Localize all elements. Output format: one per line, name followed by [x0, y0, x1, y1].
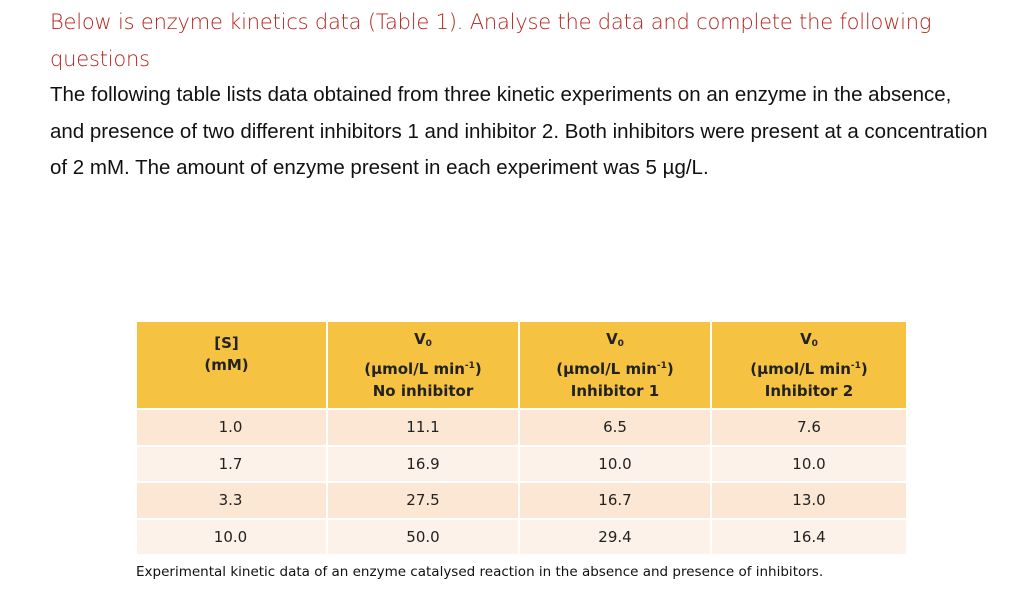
- column-header-inhibitor-2: V0 (µmol/L min-1) Inhibitor 2: [711, 322, 906, 409]
- question-heading: Below is enzyme kinetics data (Table 1).…: [50, 10, 932, 71]
- header-line3: Inhibitor 1: [570, 382, 660, 400]
- header-subscript: 0: [617, 339, 624, 349]
- cell-value: 1.0: [218, 418, 243, 437]
- table-cell: 16.9: [327, 444, 520, 482]
- cell-value: 3.3: [218, 491, 243, 510]
- header-line1: [S]: [214, 334, 239, 352]
- table-cell: 6.5: [519, 408, 712, 446]
- kinetics-table: [S] (mM) V0 (µmol/L min-1) No inhibitor …: [137, 322, 906, 554]
- table-cell: 13.0: [711, 481, 906, 519]
- header-line3: [224, 378, 229, 396]
- table-row: 10.0 50.0 29.4 16.4: [137, 517, 906, 554]
- table-cell: 7.6: [711, 408, 906, 446]
- table-cell-substrate: 10.0: [137, 517, 328, 554]
- header-line1: V: [800, 330, 812, 348]
- table-cell: 50.0: [327, 517, 520, 554]
- header-line2-pre: (µmol/L min: [750, 360, 851, 378]
- table-cell: 27.5: [327, 481, 520, 519]
- header-superscript: -1: [464, 361, 475, 371]
- header-line2-pre: (µmol/L min: [364, 360, 465, 378]
- table-cell: 16.7: [519, 481, 712, 519]
- table-cell: 29.4: [519, 517, 712, 554]
- table-cell: 11.1: [327, 408, 520, 446]
- table-cell-substrate: 1.0: [137, 408, 328, 446]
- table-row: 3.3 27.5 16.7 13.0: [137, 481, 906, 519]
- header-line3: Inhibitor 2: [764, 382, 854, 400]
- table-row: 1.7 16.9 10.0 10.0: [137, 444, 906, 482]
- header-line2-post: ): [666, 360, 674, 378]
- column-header-substrate: [S] (mM): [137, 322, 328, 409]
- header-line2-pre: (µmol/L min: [556, 360, 657, 378]
- header-line3: No inhibitor: [372, 382, 474, 400]
- table-row: 1.0 11.1 6.5 7.6: [137, 408, 906, 446]
- column-header-inhibitor-1: V0 (µmol/L min-1) Inhibitor 1: [519, 322, 712, 409]
- header-superscript: -1: [656, 361, 667, 371]
- header-line2-post: ): [474, 360, 482, 378]
- header-line2: (mM): [204, 356, 249, 374]
- header-line2-post: ): [860, 360, 868, 378]
- column-header-no-inhibitor: V0 (µmol/L min-1) No inhibitor: [327, 322, 520, 409]
- header-line1: V: [414, 330, 426, 348]
- table-cell: 10.0: [519, 444, 712, 482]
- table-cell-substrate: 3.3: [137, 481, 328, 519]
- table-cell: 16.4: [711, 517, 906, 554]
- table-header-row: [S] (mM) V0 (µmol/L min-1) No inhibitor …: [137, 322, 906, 409]
- kinetics-table-container: [S] (mM) V0 (µmol/L min-1) No inhibitor …: [137, 322, 906, 554]
- header-subscript: 0: [425, 339, 432, 349]
- header-line1: V: [606, 330, 618, 348]
- table-cell: 10.0: [711, 444, 906, 482]
- header-subscript: 0: [811, 339, 818, 349]
- cell-value: 10.0: [213, 527, 248, 546]
- header-superscript: -1: [850, 361, 861, 371]
- cell-value: 1.7: [218, 454, 243, 473]
- problem-paragraph: The following table lists data obtained …: [50, 83, 988, 179]
- table-caption: Experimental kinetic data of an enzyme c…: [136, 564, 824, 580]
- table-cell-substrate: 1.7: [137, 444, 328, 482]
